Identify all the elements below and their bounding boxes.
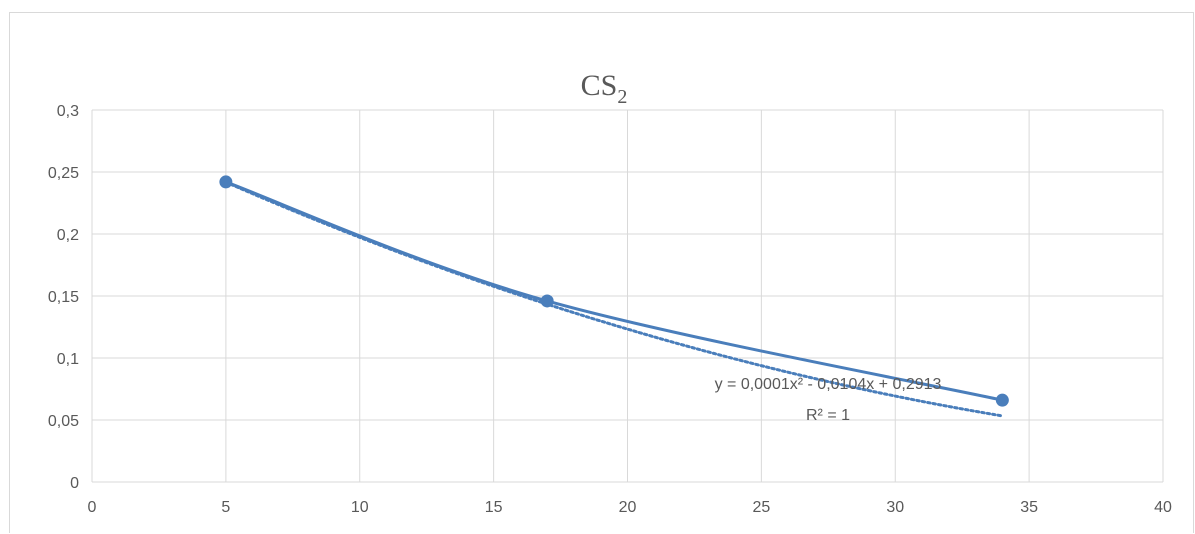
y-tick-label: 0,15	[48, 289, 79, 306]
y-tick-label: 0,2	[57, 227, 79, 244]
x-tick-label: 10	[351, 499, 369, 516]
x-tick-label: 35	[1020, 499, 1038, 516]
trendline-equation: y = 0,0001x² - 0,0104x + 0,2913	[715, 376, 942, 393]
x-tick-label: 20	[619, 499, 637, 516]
data-point	[540, 294, 554, 308]
chart-title: CS2	[581, 69, 628, 108]
y-tick-label: 0,25	[48, 165, 79, 182]
chart-title-subscript: 2	[617, 86, 627, 108]
y-tick-label: 0,1	[57, 351, 79, 368]
y-axis-ticks: 0 0,05 0,1 0,15 0,2 0,25 0,3	[48, 103, 79, 492]
x-tick-label: 5	[221, 499, 230, 516]
y-tick-label: 0,3	[57, 103, 79, 120]
x-tick-label: 0	[88, 499, 97, 516]
y-tick-label: 0	[70, 475, 79, 492]
series-markers	[219, 175, 1009, 407]
data-point	[995, 393, 1009, 407]
chart-frame: CS2 0 0,05 0,1 0,15 0,2 0,25 0,3 0 5 10 15 20 25 30 3…	[9, 12, 1194, 533]
x-tick-label: 15	[485, 499, 503, 516]
trendline-r-squared: R² = 1	[806, 407, 850, 424]
x-tick-label: 30	[886, 499, 904, 516]
y-tick-label: 0,05	[48, 413, 79, 430]
x-axis-ticks: 0 5 10 15 20 25 30 35 40	[88, 499, 1172, 516]
series-line	[225, 180, 1003, 402]
chart: CS2 0 0,05 0,1 0,15 0,2 0,25 0,3 0 5 10 15 20 25 30 3…	[48, 69, 1172, 516]
data-point	[219, 175, 233, 189]
gridlines	[91, 109, 1164, 483]
x-tick-label: 25	[752, 499, 770, 516]
x-tick-label: 40	[1154, 499, 1172, 516]
chart-title-main: CS	[581, 69, 618, 102]
